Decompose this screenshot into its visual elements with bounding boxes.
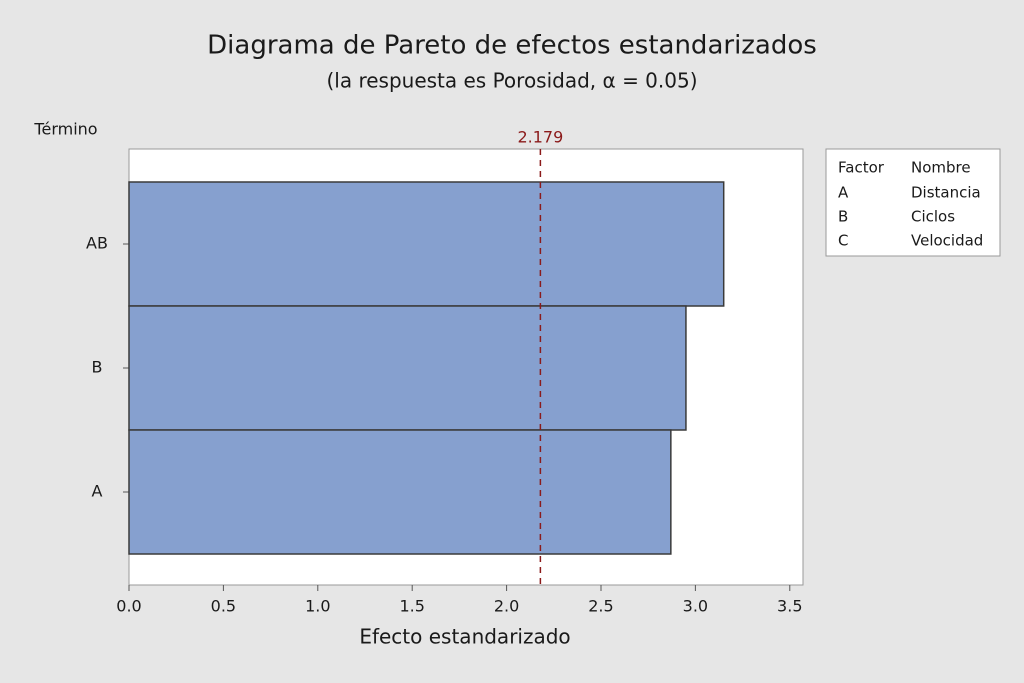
legend-cell: Velocidad: [911, 232, 983, 250]
chart-title: Diagrama de Pareto de efectos estandariz…: [207, 31, 817, 61]
x-tick-label: 3.0: [683, 597, 708, 616]
y-axis-label: Término: [33, 120, 97, 139]
legend-cell: C: [838, 232, 848, 250]
legend-cell: Distancia: [911, 184, 981, 202]
x-tick-label: 0.0: [116, 597, 141, 616]
legend-box: [825, 148, 1001, 257]
x-tick-label: 1.0: [305, 597, 330, 616]
chart-subtitle: (la respuesta es Porosidad, α = 0.05): [326, 69, 697, 93]
y-tick-label: AB: [86, 234, 108, 253]
legend-header: Factor: [838, 159, 885, 177]
x-tick-label: 1.5: [399, 597, 424, 616]
legend-cell: A: [838, 184, 849, 202]
x-tick-label: 2.5: [588, 597, 613, 616]
bar: [128, 181, 725, 307]
reference-label: 2.179: [517, 128, 563, 147]
legend-header: Nombre: [911, 159, 971, 177]
x-tick-label: 3.5: [777, 597, 802, 616]
y-tick-label: A: [92, 482, 103, 501]
x-tick-label: 2.0: [494, 597, 519, 616]
legend-cell: B: [838, 208, 848, 226]
y-tick-label: B: [92, 358, 103, 377]
x-axis-label: Efecto estandarizado: [359, 625, 570, 649]
legend-cell: Ciclos: [911, 208, 955, 226]
x-tick-label: 0.5: [211, 597, 236, 616]
bar: [128, 305, 687, 431]
bar: [128, 429, 672, 555]
